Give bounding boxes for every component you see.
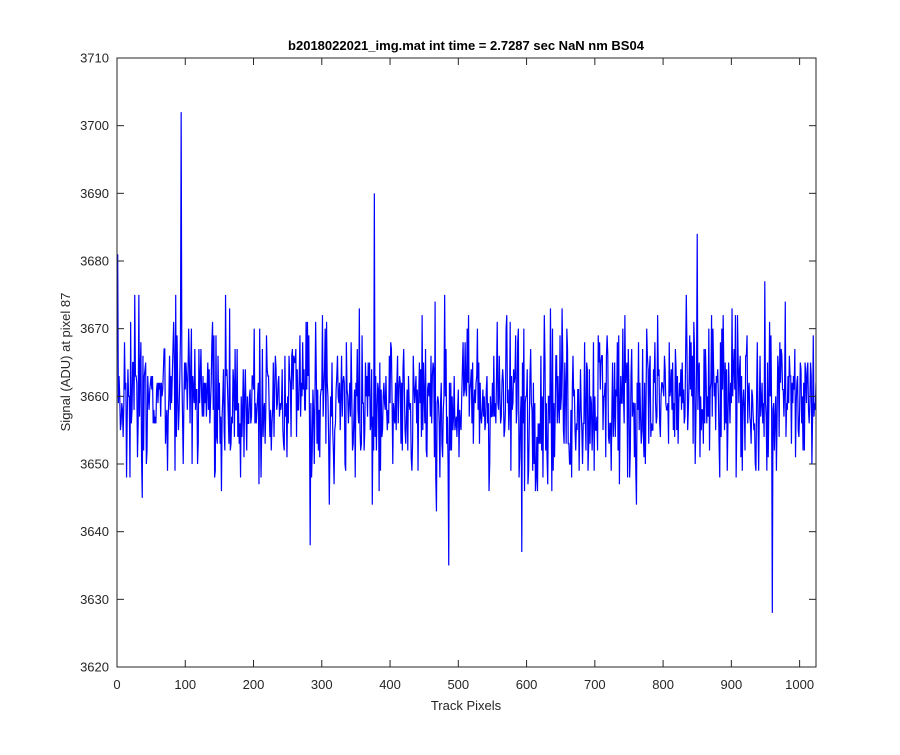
y-axis-label: Signal (ADU) at pixel 87 bbox=[58, 293, 73, 432]
y-tick-label: 3680 bbox=[80, 254, 109, 269]
y-tick-label: 3660 bbox=[80, 389, 109, 404]
y-tick-label: 3670 bbox=[80, 321, 109, 336]
plot-area-border bbox=[116, 57, 817, 668]
x-tick-label: 1000 bbox=[785, 677, 814, 692]
x-tick-label: 800 bbox=[652, 677, 674, 692]
y-tick-label: 3700 bbox=[80, 118, 109, 133]
x-tick-label: 500 bbox=[447, 677, 469, 692]
y-tick-label: 3620 bbox=[80, 660, 109, 675]
y-tick-label: 3650 bbox=[80, 457, 109, 472]
x-tick-label: 0 bbox=[113, 677, 120, 692]
y-tick-label: 3690 bbox=[80, 186, 109, 201]
x-tick-label: 700 bbox=[584, 677, 606, 692]
y-tick-label: 3630 bbox=[80, 592, 109, 607]
y-tick-label: 3640 bbox=[80, 524, 109, 539]
x-axis-label: Track Pixels bbox=[431, 698, 502, 713]
signal-series-line bbox=[117, 112, 816, 613]
chart-title: b2018022021_img.mat int time = 2.7287 se… bbox=[288, 38, 645, 53]
x-tick-label: 900 bbox=[721, 677, 743, 692]
x-tick-label: 300 bbox=[311, 677, 333, 692]
x-tick-label: 600 bbox=[516, 677, 538, 692]
x-tick-label: 400 bbox=[379, 677, 401, 692]
x-tick-label: 200 bbox=[243, 677, 265, 692]
x-tick-label: 100 bbox=[174, 677, 196, 692]
y-tick-label: 3710 bbox=[80, 51, 109, 66]
